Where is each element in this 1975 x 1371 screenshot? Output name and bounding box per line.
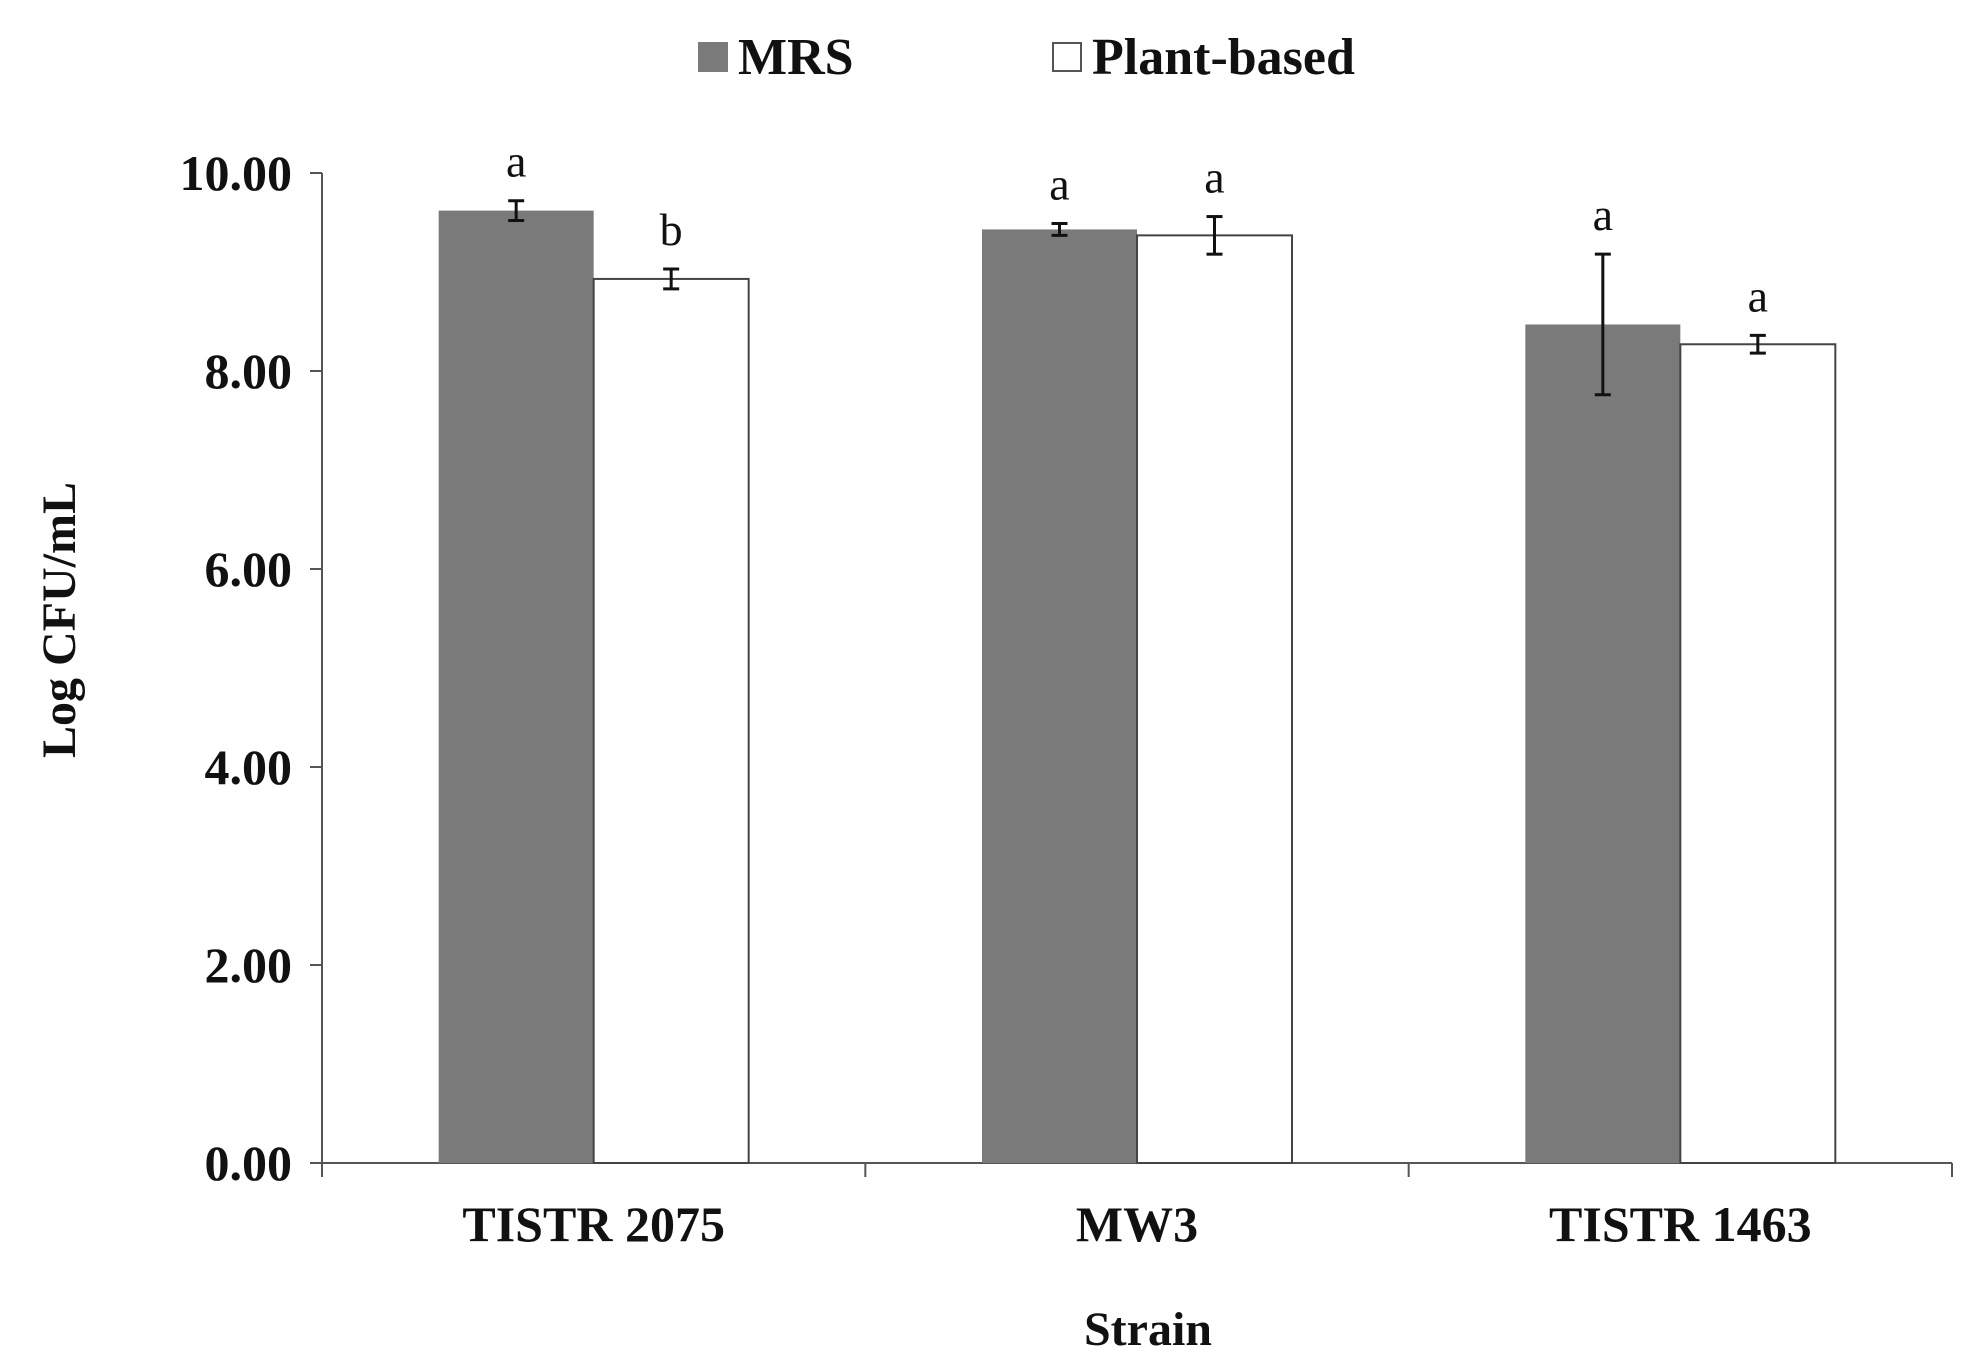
y-axis-title: Log CFU/mL — [33, 482, 86, 758]
significance-labels: a b a a a a — [506, 136, 1768, 322]
legend-label-mrs: MRS — [738, 29, 854, 86]
bars — [438, 210, 1837, 1164]
y-tick-label: 10.00 — [180, 145, 293, 201]
bar — [1679, 343, 1837, 1164]
significance-label: a — [1204, 152, 1224, 203]
x-category-label: MW3 — [1076, 1196, 1198, 1252]
x-axis-ticks: TISTR 2075 MW3 TISTR 1463 — [321, 1163, 1953, 1252]
y-axis-ticks: 0.00 2.00 4.00 6.00 8.00 10.00 — [180, 145, 322, 1191]
bar — [982, 229, 1137, 1163]
x-category-label: TISTR 1463 — [1549, 1196, 1812, 1252]
significance-label: a — [506, 136, 526, 187]
significance-label: a — [1593, 189, 1613, 240]
significance-label: a — [1748, 270, 1768, 321]
legend-label-plant-based: Plant-based — [1092, 29, 1355, 86]
bar — [1136, 234, 1293, 1164]
y-tick-label: 4.00 — [205, 739, 293, 795]
x-category-label: TISTR 2075 — [462, 1196, 725, 1252]
y-tick-label: 6.00 — [205, 541, 293, 597]
y-tick-label: 2.00 — [205, 937, 293, 993]
y-tick-label: 8.00 — [205, 343, 293, 399]
significance-label: a — [1049, 158, 1069, 209]
bar — [1525, 324, 1681, 1164]
bar — [592, 277, 750, 1164]
significance-label: b — [660, 204, 683, 255]
legend-swatch-plant-based — [1052, 42, 1082, 72]
legend: MRS Plant-based — [698, 29, 1355, 86]
y-tick-label: 0.00 — [205, 1135, 293, 1191]
legend-swatch-mrs — [698, 42, 728, 72]
error-bars — [508, 199, 1766, 397]
bar — [438, 210, 594, 1163]
x-axis-title: Strain — [1084, 1303, 1212, 1356]
